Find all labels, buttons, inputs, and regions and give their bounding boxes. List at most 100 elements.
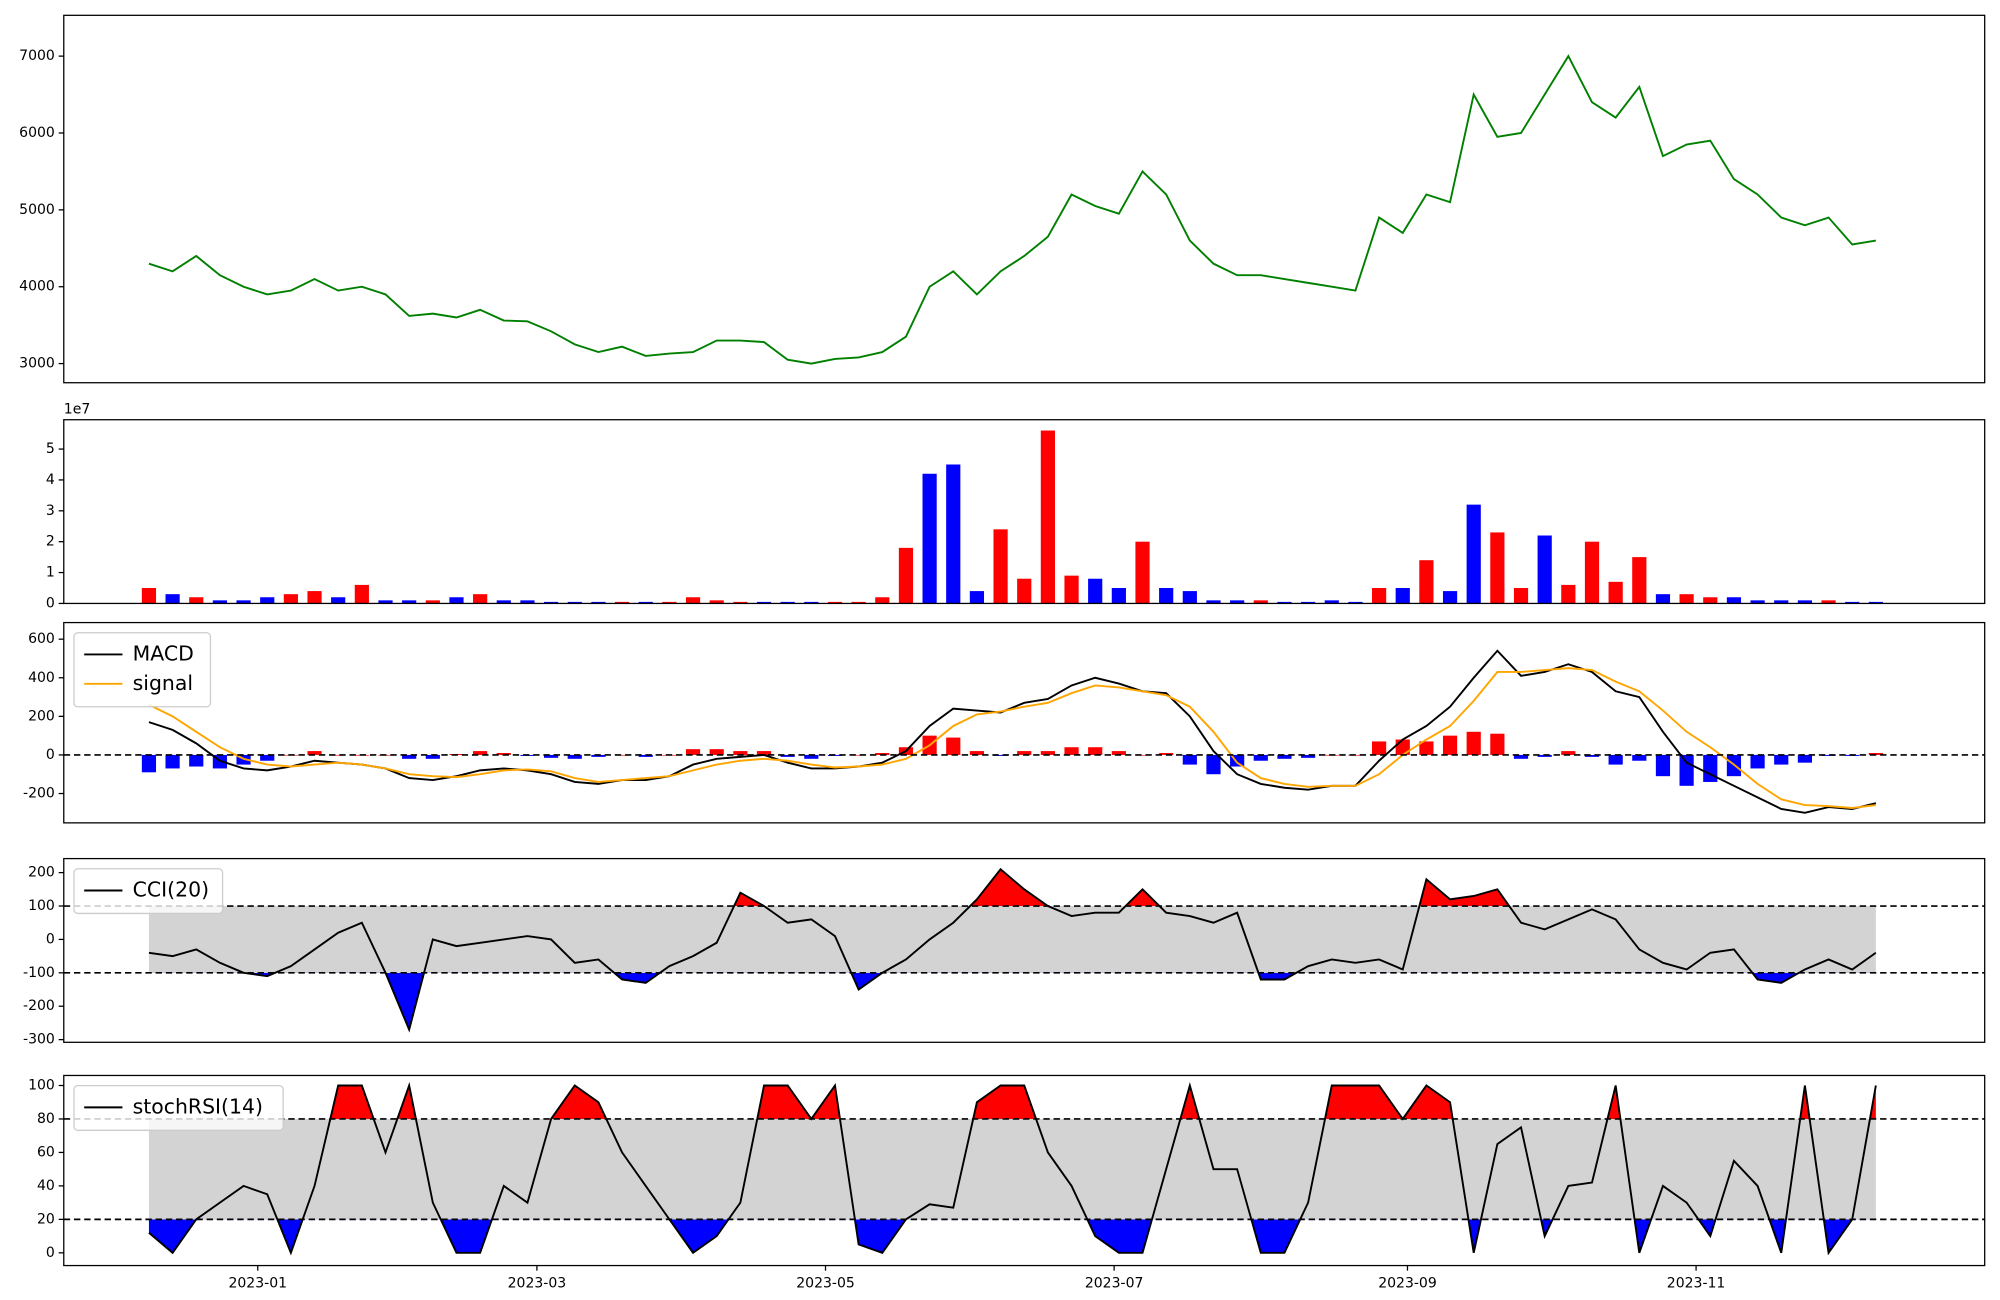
legend-box [73,632,212,708]
plot-frame [63,621,1986,824]
bar [1868,753,1883,755]
bar [993,754,1008,756]
bar [875,597,890,604]
bar [567,601,582,604]
bar [141,754,157,773]
bar [1466,731,1481,755]
bar [1230,754,1245,767]
bar [1088,578,1103,604]
bar [1064,747,1079,755]
bar [662,601,677,604]
bar [1655,594,1671,604]
bar [189,597,204,604]
bar [851,754,866,756]
bar [733,601,748,604]
bar [1537,754,1552,757]
bar [1679,594,1694,604]
bar [1608,754,1623,765]
bar [331,597,346,604]
bar [1774,600,1789,604]
bar [1726,597,1742,604]
bar [1159,587,1174,604]
threshold-band [148,1118,1876,1220]
bar [1797,600,1813,604]
y-tick-label: 0 [46,747,55,763]
bar [1442,591,1458,604]
bar [709,749,724,755]
bar [1182,591,1197,604]
bar [212,600,228,604]
bar [733,751,748,755]
bar [591,601,606,604]
y-tick-label: -200 [23,998,55,1014]
y-tick-label: -100 [23,965,55,981]
bar [378,600,393,604]
bar [851,601,866,604]
plot-frame [63,419,1986,605]
bar [969,751,985,755]
bar [1750,754,1765,769]
bar [946,464,961,604]
bar [1584,754,1600,757]
y-tick-label: 0 [46,931,55,947]
y-tick-label: 200 [28,865,55,881]
bar [331,754,346,756]
bar [544,601,559,604]
bar [1040,751,1055,755]
bar [1206,754,1221,775]
bar [804,601,819,604]
y-tick-label: 100 [28,1078,55,1094]
panel: 0 20 40 60 80 100 2023-01 2023-03 2023-05 2023-07… [28,1074,1986,1291]
legend-box [73,868,224,915]
y-tick-label: 100 [28,898,55,914]
bar [260,754,275,761]
bar [1490,532,1505,604]
line [148,1081,1877,1256]
bar [591,754,606,757]
axis-offset-text: 1e7 [64,402,90,418]
bar [1395,587,1410,604]
bar [1513,754,1529,759]
threshold-fill [148,869,1876,907]
bar [1135,754,1150,756]
bar [1135,541,1150,604]
bar [236,600,251,604]
plot-frame [63,14,1986,384]
legend-box [73,1085,284,1131]
bar [827,601,843,604]
threshold-band [148,906,1876,973]
bar [283,594,298,604]
legend-label: CCI(20) [133,877,209,901]
bar [496,753,511,755]
bar [1253,600,1268,604]
x-tick-label: 2023-05 [796,1275,855,1291]
y-tick-label: 0 [46,1245,55,1261]
bar [1774,754,1789,765]
y-tick-label: 3 [46,503,55,519]
bar [1348,601,1363,604]
x-tick-label: 2023-03 [508,1275,567,1291]
x-tick-label: 2023-09 [1378,1275,1437,1291]
bar [1419,741,1434,755]
bar [1442,735,1458,755]
bar [1230,600,1245,604]
bar [165,754,180,769]
bar [1017,751,1032,755]
bar [1182,754,1197,765]
bar [1159,753,1174,755]
y-tick-label: 4 [46,472,55,488]
bar [544,754,559,758]
bar [1845,601,1860,604]
y-tick-label: 40 [37,1178,55,1194]
threshold-fill [148,1219,1876,1253]
bar [1466,504,1481,604]
bar [1868,601,1883,604]
bar [804,754,819,759]
bar [1561,584,1576,604]
line [148,649,1877,814]
y-tick-label: -300 [23,1032,55,1048]
bar [1821,600,1836,604]
panel: 0 1 2 3 4 5 1e7 [46,402,1986,611]
legend-label: MACD [133,641,194,665]
